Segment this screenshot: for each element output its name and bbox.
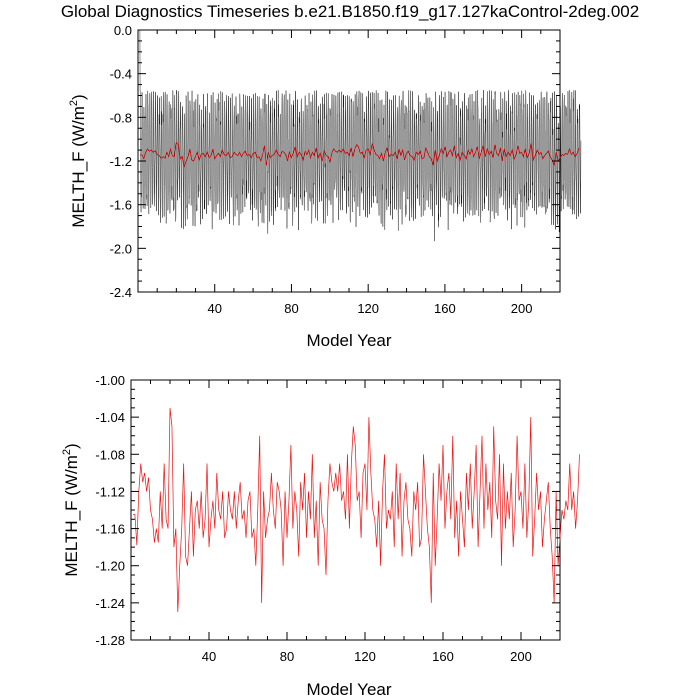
top-monthly-series bbox=[139, 29, 582, 242]
x-tick-label: 80 bbox=[284, 301, 298, 316]
top-x-axis-label: Model Year bbox=[306, 331, 391, 350]
top-axis-ticks: 40 80 120 160 200 0.0 -0.4 -0.8 -1.2 -1.6 -2.0 -2.4 bbox=[110, 23, 560, 316]
y-tick-label: -1.04 bbox=[95, 410, 125, 425]
y-tick-label: -1.24 bbox=[95, 596, 125, 611]
bottom-annual-series bbox=[132, 407, 580, 613]
y-tick-label: -0.4 bbox=[110, 67, 132, 82]
top-annual-line bbox=[139, 141, 580, 168]
y-tick-label: -1.08 bbox=[95, 447, 125, 462]
bottom-axis-ticks: 40 80 120 160 200 -1.00 -1.04 -1.08 -1.12 -1.16 -1… bbox=[95, 373, 560, 664]
x-tick-label: 120 bbox=[354, 649, 376, 664]
top-monthly-line bbox=[139, 29, 582, 242]
x-tick-label: 160 bbox=[434, 301, 456, 316]
x-tick-label: 40 bbox=[202, 649, 216, 664]
x-tick-label: 40 bbox=[207, 301, 221, 316]
x-tick-label: 120 bbox=[357, 301, 379, 316]
y-tick-label: -1.6 bbox=[110, 198, 132, 213]
y-tick-label: -1.28 bbox=[95, 633, 125, 648]
y-tick-label: -0.8 bbox=[110, 110, 132, 125]
x-tick-label: 200 bbox=[510, 649, 532, 664]
bottom-y-axis-label: MELTH_F (W/m2) bbox=[61, 443, 81, 576]
y-tick-label: -1.00 bbox=[95, 373, 125, 388]
top-panel: 40 80 120 160 200 0.0 -0.4 -0.8 -1.2 -1.6 -2.0 -2.4… bbox=[68, 23, 582, 350]
top-y-axis-label: MELTH_F (W/m2) bbox=[68, 94, 88, 227]
y-tick-label: -1.12 bbox=[95, 484, 125, 499]
x-tick-label: 200 bbox=[511, 301, 533, 316]
bottom-panel: 40 80 120 160 200 -1.00 -1.04 -1.08 -1.12 -1.16 -1… bbox=[61, 373, 580, 699]
y-tick-label: -2.4 bbox=[110, 285, 132, 300]
y-tick-label: -1.20 bbox=[95, 559, 125, 574]
y-tick-label: 0.0 bbox=[114, 23, 132, 38]
bottom-annual-line bbox=[132, 407, 580, 613]
chart-title: Global Diagnostics Timeseries b.e21.B185… bbox=[61, 2, 639, 21]
y-tick-label: -2.0 bbox=[110, 241, 132, 256]
y-tick-label: -1.2 bbox=[110, 154, 132, 169]
x-tick-label: 160 bbox=[432, 649, 454, 664]
y-tick-label: -1.16 bbox=[95, 522, 125, 537]
top-annual-series bbox=[139, 141, 580, 168]
x-tick-label: 80 bbox=[280, 649, 294, 664]
bottom-x-axis-label: Model Year bbox=[306, 680, 391, 699]
